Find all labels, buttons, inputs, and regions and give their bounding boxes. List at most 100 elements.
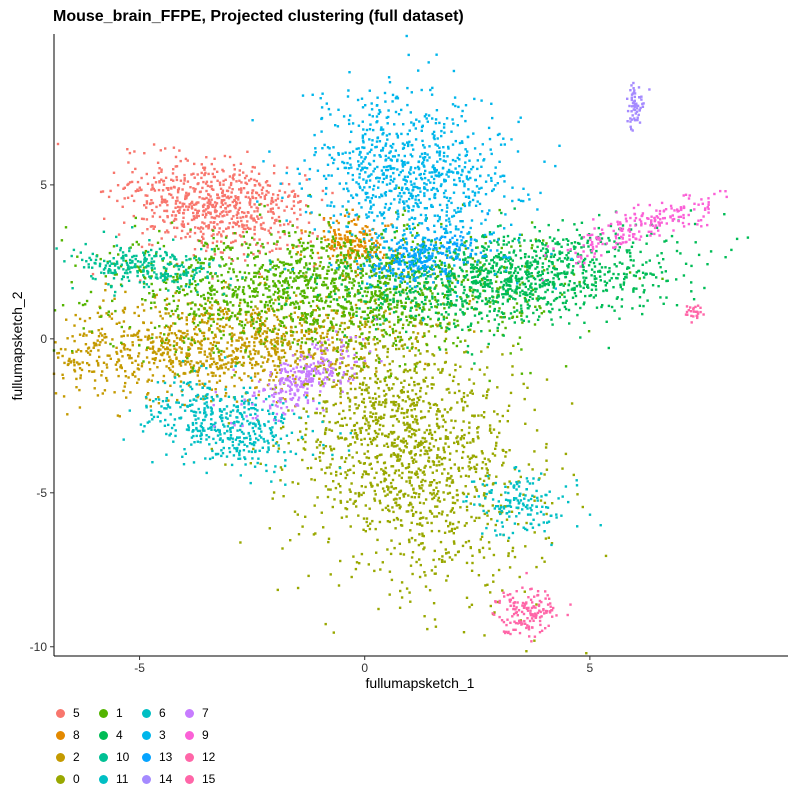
cluster-8-point xyxy=(347,212,351,216)
cluster-5-point xyxy=(176,191,180,194)
cluster-2-point xyxy=(280,349,283,352)
cluster-0-point xyxy=(385,383,388,387)
cluster-1-point xyxy=(322,307,325,310)
cluster-1-point xyxy=(531,244,534,247)
cluster-1-point xyxy=(328,305,332,308)
cluster-1-point xyxy=(203,297,206,301)
cluster-1-point xyxy=(199,329,202,333)
cluster-0-point xyxy=(443,560,446,563)
cluster-5-point xyxy=(261,192,264,195)
cluster-0-point xyxy=(433,430,437,434)
cluster-5-point xyxy=(261,186,265,189)
cluster-8-point xyxy=(347,240,351,243)
cluster-2-point xyxy=(180,316,183,320)
cluster-0-point xyxy=(375,456,378,460)
cluster-1-point xyxy=(266,295,269,299)
cluster-1-point xyxy=(534,305,537,308)
cluster-0-point xyxy=(428,402,432,406)
cluster-1-point xyxy=(367,336,371,339)
cluster-0-point xyxy=(473,519,476,522)
cluster-0-point xyxy=(415,560,418,564)
cluster-0-point xyxy=(354,396,358,399)
cluster-5-point xyxy=(202,166,205,169)
cluster-0-point xyxy=(282,425,285,429)
cluster-2-point xyxy=(273,324,276,328)
cluster-1-point xyxy=(271,307,274,310)
cluster-0-point xyxy=(501,464,504,467)
cluster-2-point xyxy=(222,313,226,316)
cluster-1-point xyxy=(155,252,158,255)
cluster-0-point xyxy=(374,438,377,441)
cluster-4-point xyxy=(558,250,561,253)
cluster-0-point xyxy=(391,408,394,412)
cluster-1-point xyxy=(261,242,264,246)
cluster-0-point xyxy=(412,461,415,464)
cluster-2-point xyxy=(283,335,287,338)
cluster-0-point xyxy=(411,551,415,554)
cluster-2-point xyxy=(115,322,118,325)
cluster-0-point xyxy=(426,627,429,631)
cluster-0-point xyxy=(343,460,347,463)
cluster-0-point xyxy=(315,411,318,415)
cluster-1-point xyxy=(302,289,306,292)
cluster-0-point xyxy=(305,427,308,431)
cluster-5-point xyxy=(234,203,238,207)
cluster-1-point xyxy=(231,311,234,315)
cluster-1-point xyxy=(326,286,329,289)
cluster-2-point xyxy=(211,317,215,321)
cluster-2-point xyxy=(353,363,356,367)
cluster-0-point xyxy=(331,505,334,509)
cluster-0-point xyxy=(409,426,412,429)
cluster-1-point xyxy=(387,302,390,306)
cluster-1-point xyxy=(446,322,449,326)
cluster-1-point xyxy=(369,299,372,302)
cluster-1-point xyxy=(243,300,247,304)
cluster-2-point xyxy=(332,346,335,349)
cluster-2-point xyxy=(252,317,255,321)
cluster-0-point xyxy=(383,490,386,493)
cluster-1-point xyxy=(303,291,306,295)
cluster-2-point xyxy=(123,385,126,388)
cluster-5-point xyxy=(232,178,235,181)
cluster-0-point xyxy=(332,380,335,383)
cluster-1-point xyxy=(337,289,340,292)
cluster-0-point xyxy=(468,378,471,381)
cluster-5-point xyxy=(283,232,286,236)
cluster-0-point xyxy=(484,495,487,499)
cluster-0-point xyxy=(440,398,444,401)
cluster-2-point xyxy=(102,299,105,302)
cluster-2-point xyxy=(155,336,158,339)
cluster-2-point xyxy=(245,346,248,350)
cluster-0-point xyxy=(446,492,450,495)
cluster-2-point xyxy=(185,318,188,322)
cluster-2-point xyxy=(198,351,201,354)
cluster-0-point xyxy=(421,524,424,527)
cluster-5-point xyxy=(213,167,216,171)
cluster-1-point xyxy=(342,307,345,310)
cluster-2-point xyxy=(267,309,271,312)
cluster-2-point xyxy=(336,333,339,336)
cluster-1-point xyxy=(210,285,213,289)
cluster-5-point xyxy=(260,227,263,230)
cluster-2-point xyxy=(206,322,209,325)
cluster-5-point xyxy=(145,218,149,221)
cluster-2-point xyxy=(224,307,227,310)
cluster-1-point xyxy=(326,304,330,308)
cluster-0-point xyxy=(545,468,549,471)
cluster-5-point xyxy=(203,203,206,206)
cluster-1-point xyxy=(385,276,388,280)
cluster-2-point xyxy=(269,341,273,344)
cluster-0-point xyxy=(325,466,329,469)
cluster-5-point xyxy=(151,183,154,187)
cluster-1-point xyxy=(144,299,147,302)
cluster-2-point xyxy=(216,367,220,371)
cluster-1-point xyxy=(246,301,249,305)
cluster-0-point xyxy=(423,332,426,335)
cluster-2-point xyxy=(131,373,134,377)
cluster-2-point xyxy=(122,334,125,338)
cluster-1-point xyxy=(318,308,321,311)
cluster-2-point xyxy=(65,318,68,321)
cluster-1-point xyxy=(204,276,207,279)
cluster-0-point xyxy=(384,506,388,510)
cluster-1-point xyxy=(207,296,210,300)
